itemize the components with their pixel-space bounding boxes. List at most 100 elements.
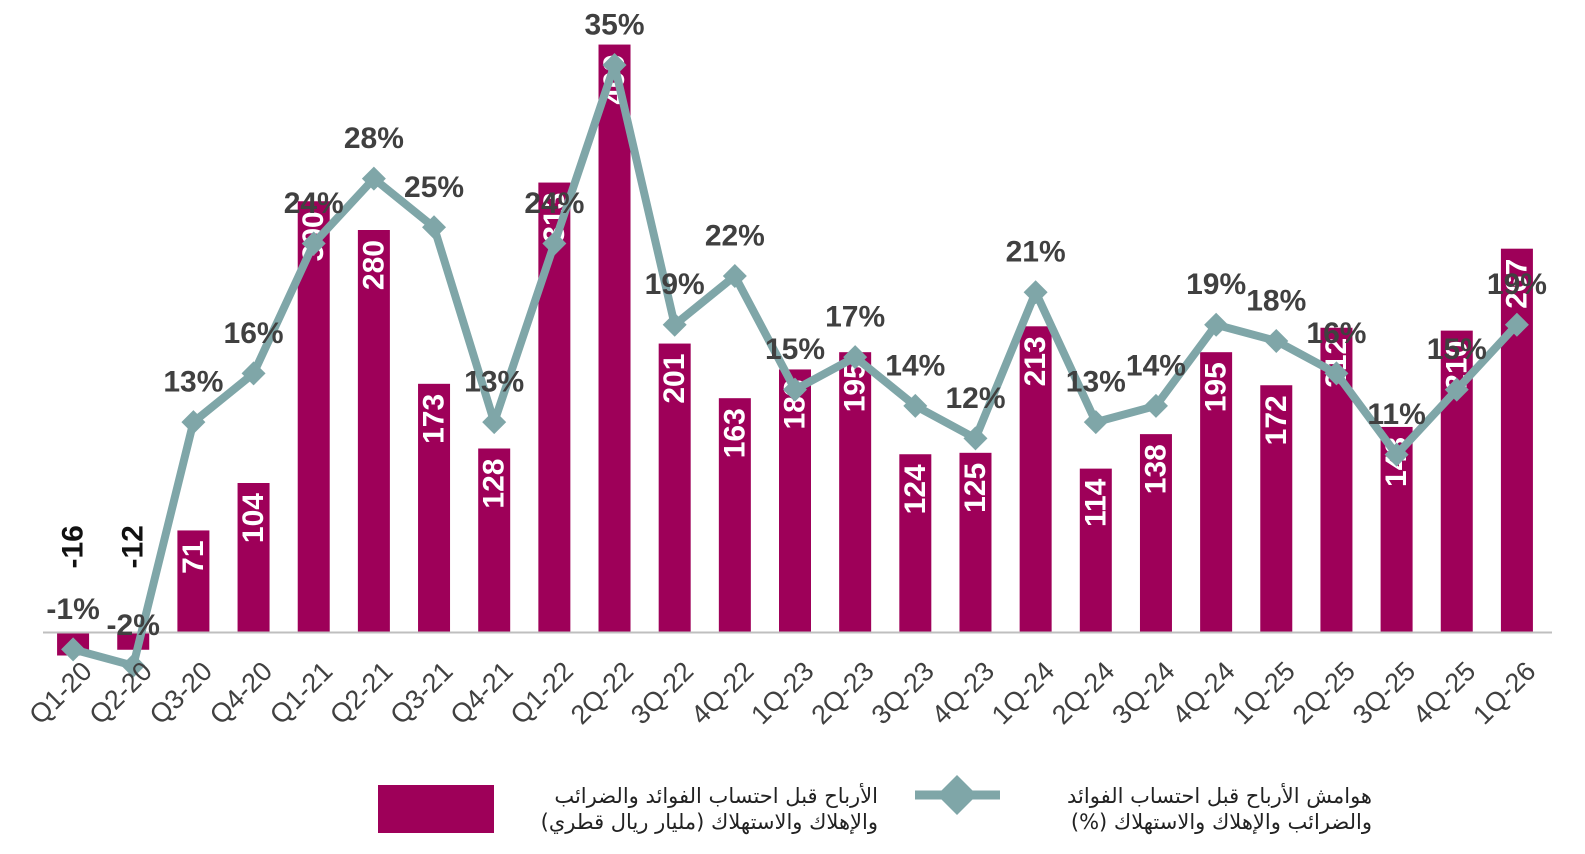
line-value-label: 14% bbox=[1126, 349, 1186, 382]
line-marker bbox=[1324, 361, 1349, 386]
line-value-label: 14% bbox=[885, 349, 945, 382]
x-tick-label: Q2-20 bbox=[84, 656, 158, 730]
line-marker bbox=[903, 393, 928, 418]
x-tick-label: 1Q-23 bbox=[745, 656, 819, 730]
bar bbox=[658, 343, 691, 633]
line-marker bbox=[843, 345, 868, 370]
bar bbox=[839, 352, 872, 633]
line-value-label: 17% bbox=[825, 301, 885, 334]
x-tick-label: Q3-20 bbox=[144, 656, 218, 730]
bar-value-label: 138 bbox=[1139, 444, 1172, 494]
line-marker bbox=[121, 653, 146, 678]
x-tick-label: Q1-21 bbox=[264, 656, 338, 730]
bar-value-label: 104 bbox=[237, 493, 270, 543]
line-value-label: 19% bbox=[645, 268, 705, 301]
line-marker bbox=[1083, 410, 1108, 435]
line-marker bbox=[1143, 393, 1168, 418]
line-marker bbox=[1264, 328, 1289, 353]
x-tick-label: Q1-20 bbox=[23, 656, 97, 730]
x-tick-label: Q4-20 bbox=[204, 656, 278, 730]
line-marker bbox=[301, 231, 326, 256]
x-tick-label: 3Q-23 bbox=[866, 656, 940, 730]
bar bbox=[779, 369, 811, 633]
x-tick-label: 4Q-24 bbox=[1166, 656, 1240, 730]
line-value-label: 22% bbox=[705, 220, 765, 253]
line-value-label: 13% bbox=[163, 366, 223, 399]
bar-value-label: -16 bbox=[57, 525, 90, 568]
line-marker bbox=[722, 264, 747, 288]
line-marker bbox=[1444, 377, 1469, 402]
bar-value-label: 124 bbox=[899, 464, 932, 514]
line-marker bbox=[1384, 442, 1409, 467]
bar-value-label: 267 bbox=[1500, 259, 1533, 309]
line-marker bbox=[241, 361, 266, 386]
x-tick-label: 3Q-24 bbox=[1106, 656, 1180, 730]
line-value-label: 24% bbox=[284, 187, 344, 220]
line-value-label: 19% bbox=[1186, 268, 1246, 301]
x-tick-label: Q4-21 bbox=[445, 656, 519, 730]
bar-value-label: 163 bbox=[718, 408, 751, 458]
bar bbox=[899, 454, 932, 633]
x-tick-label: 4Q-22 bbox=[685, 656, 759, 730]
line-value-label: -2% bbox=[107, 609, 160, 642]
line-marker bbox=[422, 215, 447, 240]
line-value-label: 24% bbox=[524, 187, 584, 220]
line-marker bbox=[1204, 312, 1229, 337]
x-tick-label: Q2-21 bbox=[324, 656, 398, 730]
bar-value-label: 172 bbox=[1260, 395, 1293, 445]
bar-value-label: 71 bbox=[177, 540, 210, 573]
bar-value-label: -12 bbox=[117, 525, 150, 568]
bar bbox=[538, 182, 571, 633]
bar bbox=[237, 483, 270, 633]
x-tick-label: 2Q-25 bbox=[1287, 656, 1361, 730]
line-value-label: 13% bbox=[1066, 366, 1126, 399]
line-value-label: 15% bbox=[1427, 333, 1487, 366]
line-value-label: 11% bbox=[1367, 398, 1425, 431]
bar-value-label: 114 bbox=[1079, 478, 1112, 527]
line-marker bbox=[361, 166, 386, 191]
line-value-label: 28% bbox=[344, 122, 404, 155]
legend-swatch-bar bbox=[378, 785, 494, 833]
line-marker bbox=[1023, 280, 1048, 305]
line-marker bbox=[662, 312, 687, 337]
legend-label-bar: الأرباح قبل احتساب الفوائد والضرائب والإ… bbox=[540, 784, 878, 834]
bar bbox=[357, 230, 390, 633]
bar bbox=[1079, 468, 1112, 633]
bar-value-label: 201 bbox=[658, 354, 691, 404]
x-tick-label: 1Q-26 bbox=[1467, 656, 1541, 730]
bar bbox=[718, 398, 751, 633]
line-marker bbox=[963, 426, 988, 451]
bar-value-label: 195 bbox=[1200, 362, 1233, 412]
x-tick-label: 3Q-25 bbox=[1347, 656, 1421, 730]
x-tick-label: 2Q-23 bbox=[805, 656, 879, 730]
x-tick-label: 4Q-25 bbox=[1407, 656, 1481, 730]
x-tick-label: 4Q-23 bbox=[926, 656, 1000, 730]
line-marker bbox=[783, 377, 807, 402]
legend-label-line: هوامش الأرباح قبل احتساب الفوائد والضرائ… bbox=[1067, 784, 1372, 834]
bar-value-label: 213 bbox=[1019, 336, 1052, 386]
line-value-label: 19% bbox=[1487, 268, 1547, 301]
line-marker bbox=[1504, 312, 1529, 337]
line-value-label: 21% bbox=[1006, 236, 1066, 269]
line-value-label: 25% bbox=[404, 171, 464, 204]
line-marker bbox=[181, 410, 206, 435]
line-value-label: 13% bbox=[464, 366, 524, 399]
line-value-label: 12% bbox=[945, 382, 1005, 415]
line-value-label: 18% bbox=[1246, 284, 1306, 317]
legend-swatch-marker bbox=[937, 775, 977, 815]
x-tick-label: 2Q-24 bbox=[1046, 656, 1120, 730]
bar bbox=[1500, 248, 1533, 633]
line-value-label: 35% bbox=[584, 8, 644, 41]
bar bbox=[1200, 352, 1233, 633]
line-value-label: 16% bbox=[224, 317, 284, 350]
x-tick-label: Q1-22 bbox=[505, 656, 579, 730]
x-tick-label: 1Q-24 bbox=[986, 656, 1060, 730]
bar bbox=[1139, 434, 1172, 633]
line-marker bbox=[542, 231, 567, 256]
line-value-label: 16% bbox=[1306, 317, 1366, 350]
bar bbox=[1260, 385, 1293, 633]
x-tick-label: Q3-21 bbox=[384, 656, 458, 730]
bar bbox=[177, 530, 210, 633]
bar bbox=[418, 383, 451, 633]
